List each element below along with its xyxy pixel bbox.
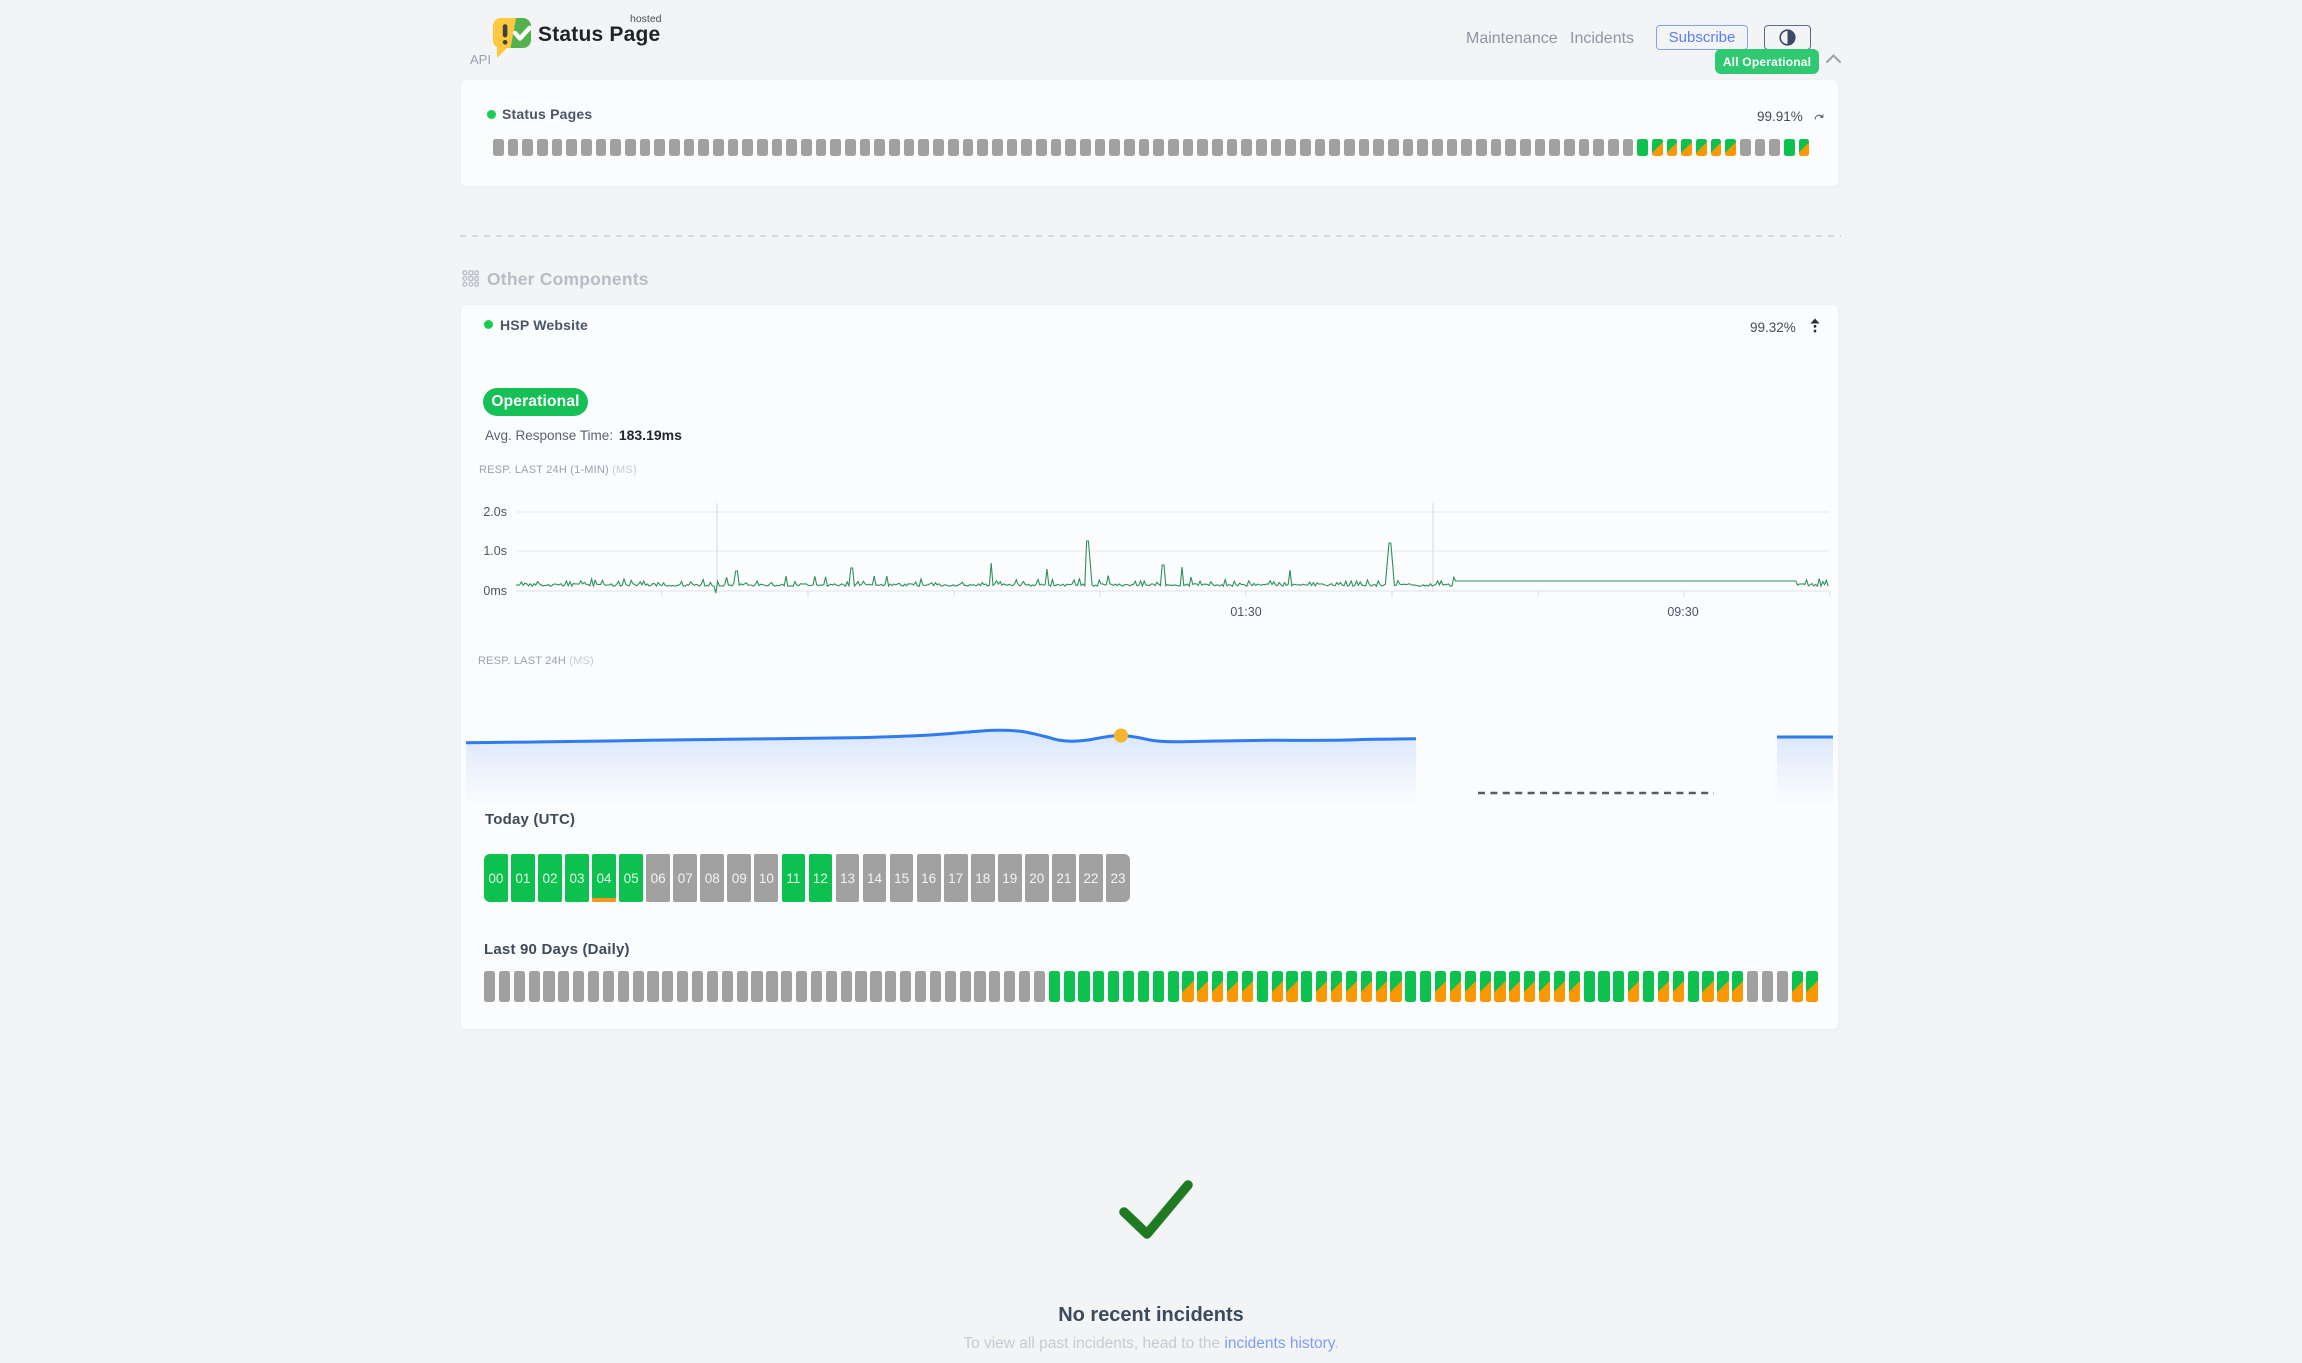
svg-text:01:30: 01:30 xyxy=(1230,605,1261,619)
svg-text:09:30: 09:30 xyxy=(1667,605,1698,619)
svg-text:1.0s: 1.0s xyxy=(483,544,507,558)
svg-text:0ms: 0ms xyxy=(483,584,507,598)
svg-text:2.0s: 2.0s xyxy=(483,505,507,519)
